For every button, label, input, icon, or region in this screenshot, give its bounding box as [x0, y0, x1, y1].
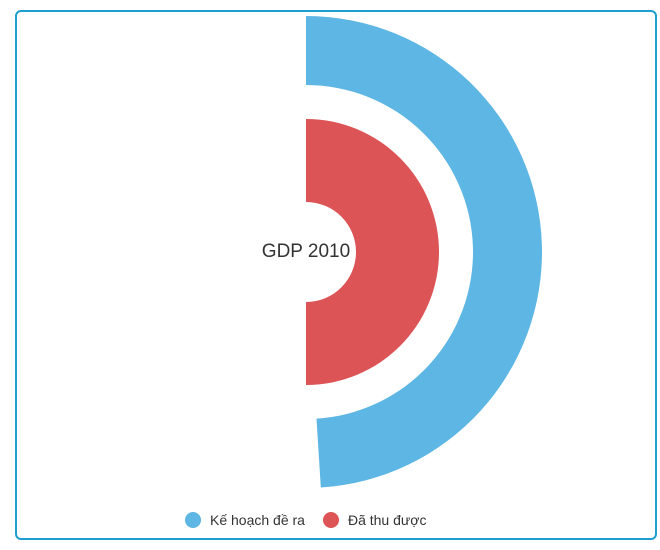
legend: Kế hoạch đề ra Đã thu được	[185, 512, 426, 528]
ring-actual[interactable]	[306, 119, 439, 385]
legend-item-actual[interactable]: Đã thu được	[322, 512, 427, 528]
legend-label-plan: Kế hoạch đề ra	[210, 512, 305, 528]
ring-plan[interactable]	[306, 16, 542, 488]
legend-dot-actual	[322, 512, 339, 528]
center-label: GDP 2010	[262, 241, 350, 262]
legend-dot-plan	[185, 512, 201, 528]
legend-item-plan[interactable]: Kế hoạch đề ra	[185, 512, 305, 528]
legend-label-actual: Đã thu được	[347, 512, 427, 528]
